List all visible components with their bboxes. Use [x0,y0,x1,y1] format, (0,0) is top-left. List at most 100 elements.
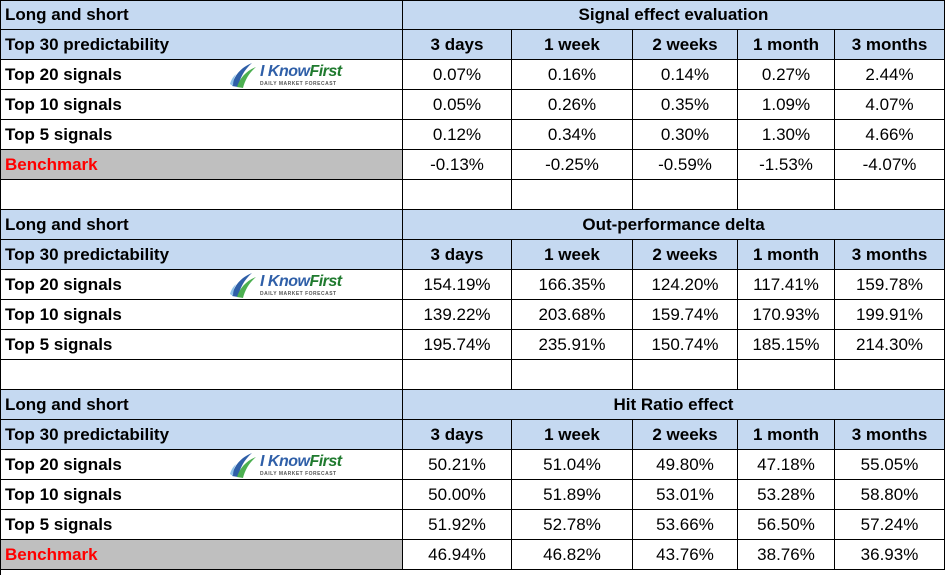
row-label[interactable]: Top 5 signals [0,510,403,540]
value-cell[interactable]: 4.07% [835,90,945,120]
column-header[interactable]: 1 month [738,420,835,450]
section-title[interactable]: Out-performance delta [403,210,945,240]
value-cell[interactable]: -0.59% [633,150,738,180]
value-cell[interactable]: 0.34% [512,120,633,150]
value-cell[interactable]: 52.78% [512,510,633,540]
value-cell[interactable]: 4.66% [835,120,945,150]
value-cell[interactable]: 0.30% [633,120,738,150]
value-cell[interactable]: 159.74% [633,300,738,330]
column-header[interactable]: 1 week [512,420,633,450]
column-header[interactable]: 3 months [835,420,945,450]
column-header[interactable]: 3 months [835,240,945,270]
column-header[interactable]: 1 week [512,240,633,270]
value-cell[interactable]: 53.28% [738,480,835,510]
column-header[interactable]: 1 month [738,30,835,60]
value-cell[interactable]: 0.05% [403,90,512,120]
column-header[interactable]: 3 months [835,30,945,60]
value-cell[interactable]: 38.76% [738,540,835,570]
value-cell[interactable]: 199.91% [835,300,945,330]
value-cell[interactable]: 185.15% [738,330,835,360]
row-header-label[interactable]: Top 30 predictability [0,240,403,270]
row-label[interactable]: Top 10 signals [0,300,403,330]
column-header[interactable]: 2 weeks [633,420,738,450]
value-cell[interactable]: 124.20% [633,270,738,300]
value-cell[interactable]: 50.21% [403,450,512,480]
row-label[interactable]: Top 20 signals I KnowFirst DAILY MARKET FO… [0,270,403,300]
value-cell[interactable]: 203.68% [512,300,633,330]
column-header[interactable]: 3 days [403,420,512,450]
value-cell[interactable]: 0.14% [633,60,738,90]
blank-cell[interactable] [835,360,945,390]
value-cell[interactable]: 57.24% [835,510,945,540]
value-cell[interactable]: 56.50% [738,510,835,540]
value-cell[interactable]: 195.74% [403,330,512,360]
value-cell[interactable]: 51.04% [512,450,633,480]
value-cell[interactable]: 154.19% [403,270,512,300]
column-header[interactable]: 2 weeks [633,240,738,270]
section-left-title[interactable]: Long and short [0,390,403,420]
value-cell[interactable]: 0.27% [738,60,835,90]
value-cell[interactable]: 46.94% [403,540,512,570]
section-left-title[interactable]: Long and short [0,210,403,240]
value-cell[interactable]: 159.78% [835,270,945,300]
value-cell[interactable]: 53.66% [633,510,738,540]
value-cell[interactable]: 43.76% [633,540,738,570]
value-cell[interactable]: 51.92% [403,510,512,540]
blank-cell[interactable] [403,360,512,390]
value-cell[interactable]: 58.80% [835,480,945,510]
row-header-label[interactable]: Top 30 predictability [0,30,403,60]
section-title[interactable]: Hit Ratio effect [403,390,945,420]
value-cell[interactable]: 55.05% [835,450,945,480]
blank-cell[interactable] [738,180,835,210]
section-title[interactable]: Signal effect evaluation [403,0,945,30]
blank-cell[interactable] [0,360,403,390]
value-cell[interactable]: 0.07% [403,60,512,90]
value-cell[interactable]: 166.35% [512,270,633,300]
value-cell[interactable]: 139.22% [403,300,512,330]
blank-cell[interactable] [403,180,512,210]
column-header[interactable]: 2 weeks [633,30,738,60]
value-cell[interactable]: 53.01% [633,480,738,510]
value-cell[interactable]: 50.00% [403,480,512,510]
value-cell[interactable]: -4.07% [835,150,945,180]
column-header[interactable]: 3 days [403,30,512,60]
value-cell[interactable]: 117.41% [738,270,835,300]
blank-cell[interactable] [633,360,738,390]
value-cell[interactable]: 214.30% [835,330,945,360]
value-cell[interactable]: 235.91% [512,330,633,360]
row-label[interactable]: Top 10 signals [0,480,403,510]
value-cell[interactable]: 150.74% [633,330,738,360]
column-header[interactable]: 3 days [403,240,512,270]
row-label[interactable]: Top 10 signals [0,90,403,120]
column-header[interactable]: 1 week [512,30,633,60]
value-cell[interactable]: 46.82% [512,540,633,570]
row-label[interactable]: Top 20 signals I KnowFirst DAILY MARKET FO… [0,60,403,90]
row-header-label[interactable]: Top 30 predictability [0,420,403,450]
row-label[interactable]: Top 5 signals [0,120,403,150]
value-cell[interactable]: 49.80% [633,450,738,480]
blank-cell[interactable] [512,180,633,210]
value-cell[interactable]: 47.18% [738,450,835,480]
value-cell[interactable]: 1.09% [738,90,835,120]
value-cell[interactable]: 36.93% [835,540,945,570]
value-cell[interactable]: 0.35% [633,90,738,120]
value-cell[interactable]: 0.12% [403,120,512,150]
blank-cell[interactable] [738,360,835,390]
row-label[interactable]: Top 5 signals [0,330,403,360]
value-cell[interactable]: -0.13% [403,150,512,180]
value-cell[interactable]: -1.53% [738,150,835,180]
value-cell[interactable]: 1.30% [738,120,835,150]
blank-cell[interactable] [633,180,738,210]
blank-cell[interactable] [0,180,403,210]
value-cell[interactable]: 0.16% [512,60,633,90]
row-label[interactable]: Top 20 signals I KnowFirst DAILY MARKET FO… [0,450,403,480]
benchmark-label[interactable]: Benchmark [0,150,403,180]
value-cell[interactable]: 51.89% [512,480,633,510]
section-left-title[interactable]: Long and short [0,0,403,30]
blank-cell[interactable] [512,360,633,390]
value-cell[interactable]: 0.26% [512,90,633,120]
value-cell[interactable]: 2.44% [835,60,945,90]
blank-cell[interactable] [835,180,945,210]
benchmark-label[interactable]: Benchmark [0,540,403,570]
value-cell[interactable]: -0.25% [512,150,633,180]
